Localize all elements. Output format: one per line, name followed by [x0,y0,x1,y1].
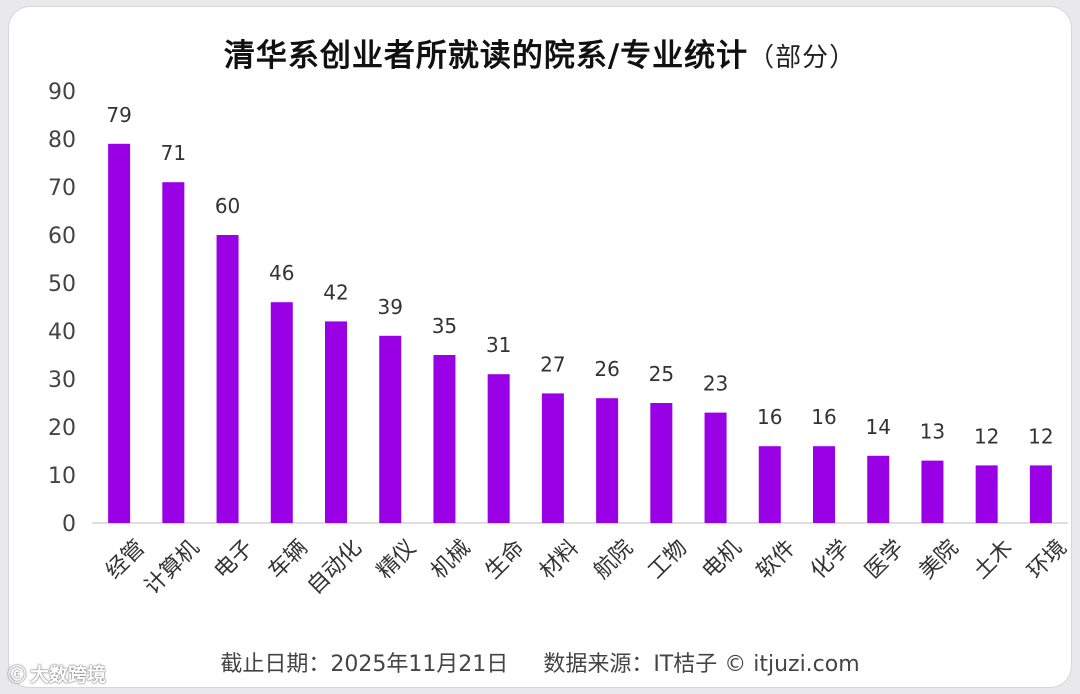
data-label: 46 [269,261,294,285]
x-tick-label: 材料 [535,535,584,584]
bar [487,374,510,523]
data-label: 12 [1028,424,1053,448]
y-tick-label: 10 [48,464,76,489]
x-tick-label: 工物 [644,535,693,584]
footer: 截止日期：2025年11月21日 数据来源：IT桔子 © itjuzi.com [0,646,1080,678]
x-tick-label: 医学 [860,535,909,584]
bar [650,403,673,523]
x-tick-label: 美院 [915,535,964,584]
watermark-logo-icon: ⓒ [8,664,26,686]
x-tick-label: 机械 [427,535,476,584]
y-tick-label: 70 [48,176,76,201]
data-label: 14 [865,415,890,439]
bar [596,398,619,523]
bar [704,412,727,523]
data-label: 23 [703,372,728,396]
data-label: 13 [920,420,945,444]
chart-title-main: 清华系创业者所就读的院系/专业统计 [223,38,749,74]
bar [921,460,944,523]
bar [270,302,293,523]
data-label: 16 [757,405,782,429]
y-tick-label: 20 [48,416,76,441]
chart-card [8,6,1072,688]
y-tick-label: 60 [48,224,76,249]
data-label: 60 [215,194,240,218]
x-tick-label: 电子 [210,535,259,584]
y-tick-label: 30 [48,368,76,393]
chart-title-sub: （部分） [748,43,857,73]
data-label: 12 [974,424,999,448]
data-label: 39 [377,295,402,319]
x-tick-label: 经管 [101,535,150,584]
cutoff-date: 截止日期：2025年11月21日 [220,652,509,677]
x-tick-label: 化学 [806,535,855,584]
y-tick-label: 0 [62,512,76,537]
data-label: 25 [649,362,674,386]
bar [758,446,781,523]
y-tick-label: 40 [48,320,76,345]
x-tick-label: 计算机 [140,535,204,599]
x-tick-label: 车辆 [264,535,313,584]
bar [325,321,347,523]
x-tick-label: 土木 [969,535,1018,584]
data-label: 79 [106,103,131,127]
bar [433,355,456,523]
y-tick-label: 90 [48,80,76,105]
y-tick-label: 80 [48,128,76,153]
data-label: 31 [486,333,511,357]
bar [867,455,890,523]
watermark-text: 大数跨境 [30,664,107,686]
x-tick-label: 软件 [752,535,801,584]
x-tick-label: 电机 [698,535,747,584]
data-label: 16 [811,405,836,429]
x-tick-label: 航院 [589,535,638,584]
data-label: 71 [161,141,186,165]
data-label: 42 [323,280,348,304]
data-label: 35 [432,314,457,338]
data-label: 27 [540,352,565,376]
bar [162,182,185,523]
bar [1029,465,1052,523]
bar [216,235,239,523]
watermark: ⓒ 大数跨境 [8,660,106,687]
data-source: 数据来源：IT桔子 © itjuzi.com [543,652,860,677]
bar [379,335,402,523]
y-tick-label: 50 [48,272,76,297]
x-tick-label: 自动化 [303,535,367,599]
bar [975,465,998,523]
x-tick-label: 生命 [481,535,530,584]
x-tick-label: 精仪 [372,535,421,584]
chart-title: 清华系创业者所就读的院系/专业统计（部分） [0,30,1080,75]
x-tick-label: 环境 [1023,535,1072,584]
bar [541,393,564,523]
data-label: 26 [594,357,619,381]
bar [813,446,835,523]
bar [108,143,131,524]
